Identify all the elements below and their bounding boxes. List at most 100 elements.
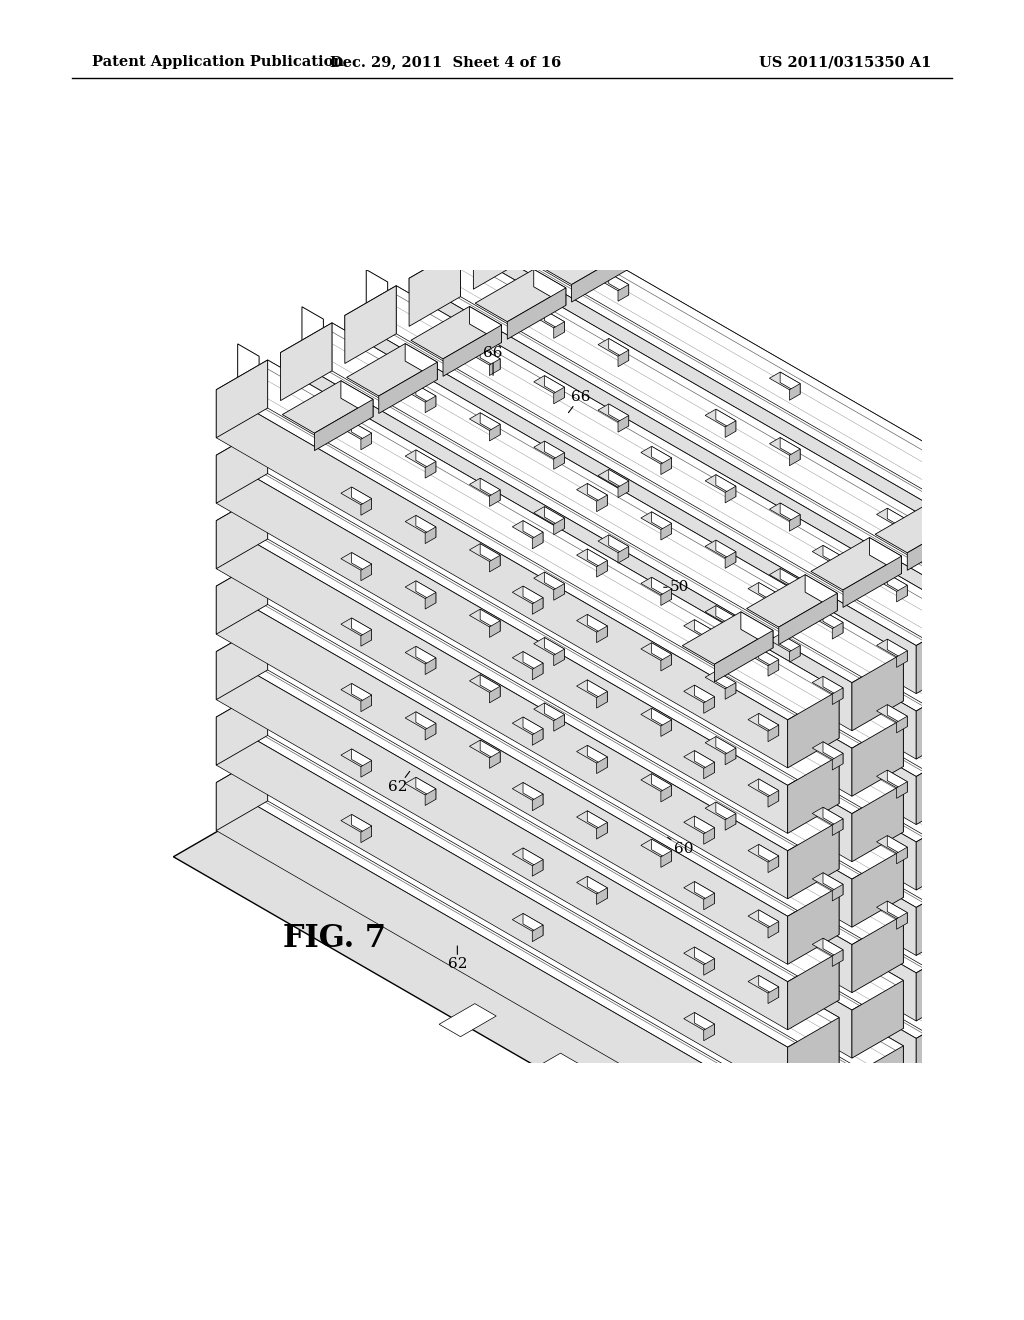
Polygon shape — [887, 639, 907, 661]
Polygon shape — [396, 548, 968, 925]
Polygon shape — [410, 511, 1024, 870]
Polygon shape — [703, 894, 715, 909]
Polygon shape — [769, 569, 800, 586]
Polygon shape — [941, 799, 972, 816]
Polygon shape — [406, 581, 436, 598]
Polygon shape — [524, 1053, 582, 1086]
Polygon shape — [341, 487, 372, 504]
Polygon shape — [425, 396, 436, 413]
Polygon shape — [332, 715, 903, 1094]
Polygon shape — [790, 579, 800, 597]
Polygon shape — [653, 979, 711, 1012]
Polygon shape — [406, 647, 436, 664]
Polygon shape — [332, 519, 903, 898]
Polygon shape — [759, 582, 778, 605]
Polygon shape — [351, 618, 372, 640]
Polygon shape — [534, 704, 564, 721]
Polygon shape — [216, 360, 267, 438]
Polygon shape — [999, 891, 1024, 921]
Polygon shape — [416, 777, 436, 800]
Polygon shape — [341, 553, 372, 570]
Polygon shape — [281, 454, 332, 532]
Polygon shape — [461, 642, 1024, 1019]
Polygon shape — [473, 242, 1024, 619]
Polygon shape — [660, 785, 672, 803]
Polygon shape — [532, 598, 543, 614]
Polygon shape — [859, 1111, 884, 1142]
Polygon shape — [425, 527, 436, 544]
Polygon shape — [489, 686, 500, 702]
Polygon shape — [461, 248, 1024, 627]
Polygon shape — [632, 892, 689, 925]
Polygon shape — [469, 741, 500, 758]
Polygon shape — [694, 619, 715, 642]
Polygon shape — [651, 709, 672, 730]
Polygon shape — [341, 748, 372, 767]
Polygon shape — [684, 882, 715, 899]
Polygon shape — [897, 781, 907, 799]
Polygon shape — [618, 546, 629, 564]
Polygon shape — [877, 902, 907, 919]
Polygon shape — [410, 314, 1024, 675]
Polygon shape — [823, 873, 843, 895]
Polygon shape — [473, 277, 1024, 636]
Polygon shape — [489, 751, 500, 768]
Polygon shape — [532, 859, 543, 876]
Text: 62: 62 — [447, 946, 467, 972]
Polygon shape — [805, 574, 838, 611]
Polygon shape — [360, 696, 372, 711]
Polygon shape — [577, 549, 607, 566]
Polygon shape — [473, 569, 1024, 946]
Polygon shape — [480, 675, 500, 697]
Polygon shape — [961, 678, 972, 696]
Polygon shape — [660, 458, 672, 475]
Polygon shape — [1018, 966, 1024, 999]
Polygon shape — [725, 552, 736, 569]
Polygon shape — [411, 306, 502, 359]
Polygon shape — [684, 816, 715, 834]
Polygon shape — [406, 777, 436, 795]
Polygon shape — [267, 425, 839, 804]
Polygon shape — [787, 1082, 839, 1160]
Polygon shape — [379, 640, 403, 669]
Polygon shape — [534, 638, 564, 655]
Polygon shape — [812, 808, 843, 825]
Polygon shape — [759, 713, 778, 735]
Polygon shape — [480, 478, 500, 500]
Polygon shape — [877, 836, 907, 853]
Polygon shape — [941, 536, 972, 554]
Polygon shape — [512, 783, 543, 800]
Polygon shape — [425, 593, 436, 609]
Polygon shape — [852, 784, 903, 862]
Polygon shape — [780, 700, 800, 722]
Polygon shape — [489, 359, 500, 375]
Polygon shape — [788, 1012, 814, 1043]
Polygon shape — [532, 663, 543, 680]
Polygon shape — [694, 946, 715, 969]
Polygon shape — [953, 1003, 1011, 1036]
Polygon shape — [930, 722, 954, 752]
Polygon shape — [430, 232, 452, 721]
Polygon shape — [379, 706, 403, 735]
Polygon shape — [759, 975, 778, 998]
Polygon shape — [512, 847, 543, 866]
Polygon shape — [534, 269, 566, 305]
Polygon shape — [787, 1018, 839, 1096]
Polygon shape — [951, 799, 972, 821]
Polygon shape — [651, 577, 672, 599]
Polygon shape — [410, 248, 1024, 609]
Polygon shape — [216, 425, 839, 785]
Polygon shape — [598, 338, 629, 356]
Polygon shape — [251, 649, 274, 678]
Polygon shape — [981, 775, 1024, 853]
Polygon shape — [351, 487, 372, 510]
Polygon shape — [379, 379, 403, 408]
Polygon shape — [281, 418, 852, 796]
Polygon shape — [345, 417, 968, 776]
Text: FIG. 7: FIG. 7 — [283, 923, 386, 953]
Polygon shape — [545, 441, 564, 463]
Polygon shape — [867, 954, 925, 987]
Polygon shape — [887, 902, 907, 923]
Text: US 2011/0315350 A1: US 2011/0315350 A1 — [760, 55, 932, 70]
Polygon shape — [823, 676, 843, 698]
